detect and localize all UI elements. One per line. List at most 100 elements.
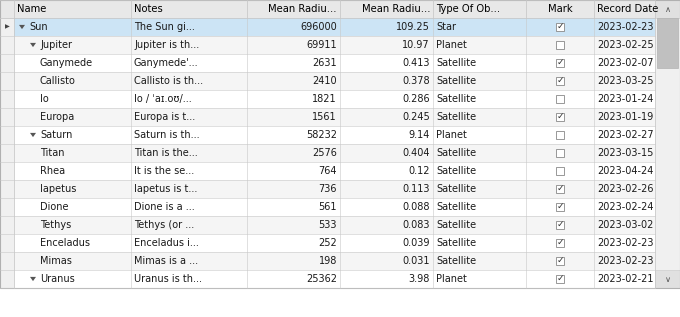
Bar [0,144,14,162]
Text: 2576: 2576 [312,148,337,158]
Text: Satellite: Satellite [436,58,476,68]
Text: Name: Name [17,4,46,14]
Text: 2023-03-25: 2023-03-25 [597,76,653,86]
Bar [556,239,564,247]
Text: ✓: ✓ [556,202,564,211]
Text: Satellite: Satellite [436,94,476,104]
Text: Enceladus: Enceladus [40,238,90,248]
Text: Mimas is a ...: Mimas is a ... [134,256,198,266]
Bar [0,108,14,126]
Bar [556,149,564,157]
Text: 2023-02-24: 2023-02-24 [597,202,653,212]
Polygon shape [30,133,36,137]
Bar [556,221,564,229]
Text: 2023-02-26: 2023-02-26 [597,184,653,194]
Text: Titan is the...: Titan is the... [134,148,198,158]
Text: 0.113: 0.113 [403,184,430,194]
Text: Dione: Dione [40,202,69,212]
Bar [0,36,14,54]
Text: Satellite: Satellite [436,112,476,122]
Text: Satellite: Satellite [436,238,476,248]
Text: 3.98: 3.98 [409,274,430,284]
Bar [655,0,680,288]
Bar [556,59,564,67]
Text: 58232: 58232 [306,130,337,140]
Bar [556,203,564,211]
Text: 2023-04-24: 2023-04-24 [597,166,653,176]
Bar [0,18,14,36]
Text: 0.12: 0.12 [409,166,430,176]
Text: 1561: 1561 [312,112,337,122]
Text: Jupiter: Jupiter [40,40,72,50]
Text: ✓: ✓ [556,274,564,283]
Text: Jupiter is th...: Jupiter is th... [134,40,199,50]
Bar [657,18,678,68]
Text: ✓: ✓ [556,238,564,247]
Bar [556,257,564,265]
Text: 109.25: 109.25 [396,22,430,32]
Bar [556,185,564,193]
Text: ✓: ✓ [556,112,564,121]
Text: Mark: Mark [547,4,573,14]
Bar [556,131,564,139]
Bar [556,23,564,31]
Text: ✓: ✓ [556,220,564,229]
Text: Satellite: Satellite [436,256,476,266]
Text: 2023-02-25: 2023-02-25 [597,40,653,50]
Bar [14,198,655,216]
Text: Callisto: Callisto [40,76,76,86]
Bar [14,90,655,108]
Text: 0.083: 0.083 [403,220,430,230]
Text: Europa is t...: Europa is t... [134,112,195,122]
Bar [0,180,14,198]
Text: Io / ˈaɪ.oʊ/...: Io / ˈaɪ.oʊ/... [134,94,192,104]
Text: Titan: Titan [40,148,65,158]
Text: ✓: ✓ [556,58,564,67]
Bar [14,54,655,72]
Text: Europa: Europa [40,112,74,122]
Bar [0,234,14,252]
Text: Ganymede: Ganymede [40,58,93,68]
Text: 0.413: 0.413 [403,58,430,68]
Text: Io: Io [40,94,49,104]
Text: 2023-02-21: 2023-02-21 [597,274,653,284]
Text: 0.404: 0.404 [403,148,430,158]
Text: 0.039: 0.039 [403,238,430,248]
Text: Mean Radiu...: Mean Radiu... [269,4,337,14]
Text: Satellite: Satellite [436,148,476,158]
Text: The Sun gi...: The Sun gi... [134,22,195,32]
Text: Ganymede'...: Ganymede'... [134,58,199,68]
Text: ✓: ✓ [556,184,564,193]
Bar [556,167,564,175]
Bar [14,252,655,270]
Text: 0.378: 0.378 [403,76,430,86]
Bar [0,54,14,72]
Text: 2023-03-02: 2023-03-02 [597,220,653,230]
Text: Planet: Planet [436,274,467,284]
Text: 198: 198 [319,256,337,266]
Text: 2631: 2631 [312,58,337,68]
Polygon shape [30,277,36,281]
Text: 1821: 1821 [312,94,337,104]
Text: 0.286: 0.286 [403,94,430,104]
Text: Iapetus: Iapetus [40,184,76,194]
Polygon shape [19,25,25,29]
Bar [0,126,14,144]
Text: 252: 252 [318,238,337,248]
Text: Saturn is th...: Saturn is th... [134,130,200,140]
Text: 0.245: 0.245 [403,112,430,122]
Text: Satellite: Satellite [436,220,476,230]
Text: 2023-02-23: 2023-02-23 [597,238,653,248]
Bar [0,252,14,270]
Bar [14,126,655,144]
Bar [556,113,564,121]
Text: 533: 533 [318,220,337,230]
Text: Notes: Notes [134,4,163,14]
Text: 2023-02-23: 2023-02-23 [597,22,653,32]
Text: 0.088: 0.088 [403,202,430,212]
Bar [0,198,14,216]
Text: Satellite: Satellite [436,76,476,86]
Text: Planet: Planet [436,40,467,50]
Text: Mimas: Mimas [40,256,72,266]
Bar [556,95,564,103]
